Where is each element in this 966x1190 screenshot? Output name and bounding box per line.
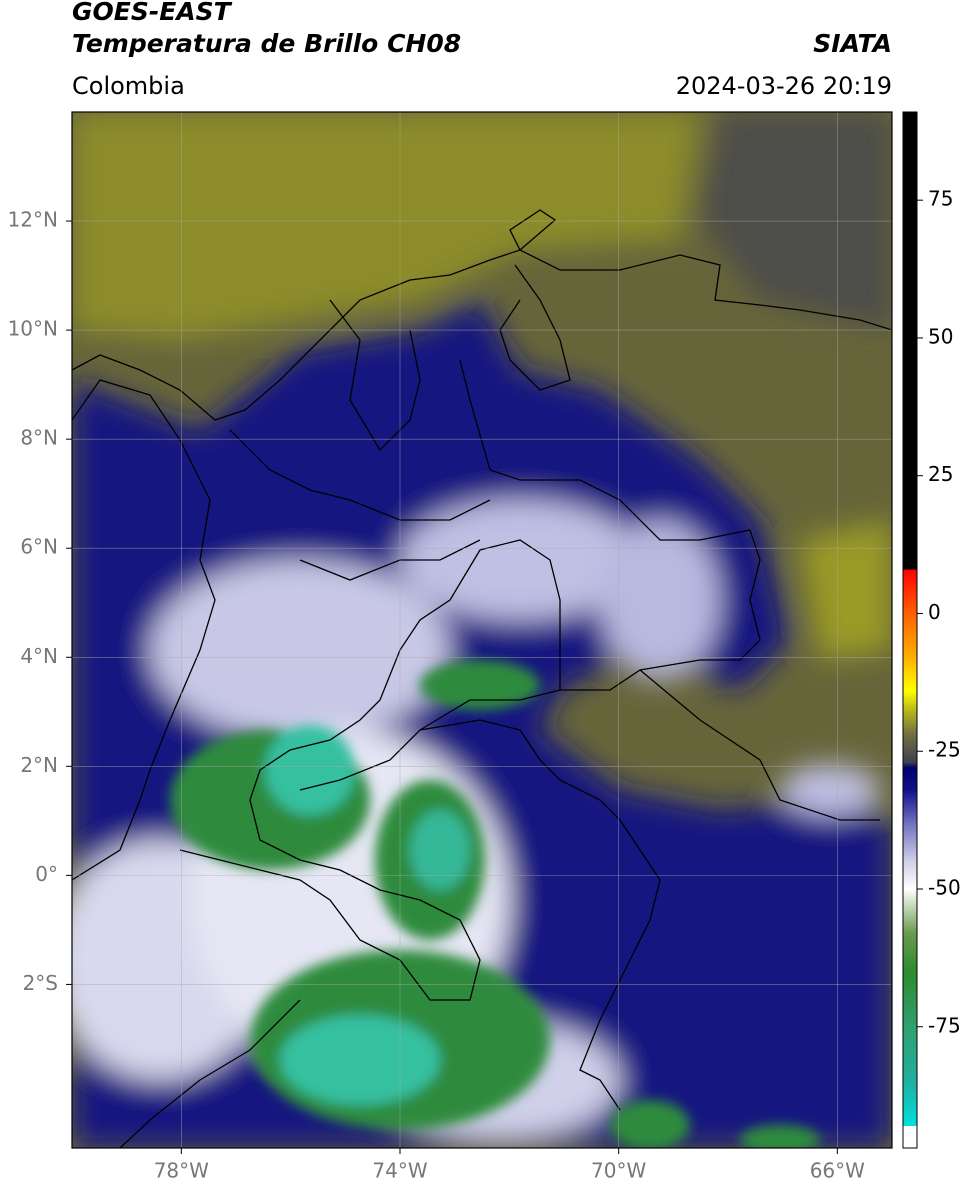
y-tick-label: 6°N: [20, 535, 58, 559]
y-tick-label: 12°N: [8, 208, 58, 232]
y-tick-label: 2°S: [23, 971, 58, 995]
grid: [72, 112, 892, 1148]
colorbar: [902, 111, 918, 1149]
colorbar-tick-label: 75: [928, 187, 953, 211]
y-tick-label: 10°N: [8, 317, 58, 341]
region: Colombia: [72, 72, 185, 100]
subtitle: Temperatura de Brillo CH08: [72, 29, 461, 58]
y-tick-label: 4°N: [20, 644, 58, 668]
map-frame: [71, 111, 893, 1149]
y-tick-label: 0°: [35, 862, 58, 886]
satellite-image: [72, 112, 892, 1148]
x-tick-label: 78°W: [154, 1159, 209, 1183]
y-tick-label: 8°N: [20, 426, 58, 450]
y-tick-label: 2°N: [20, 753, 58, 777]
colorbar-tick-label: -75: [928, 1013, 961, 1037]
colorbar-tick-label: -25: [928, 738, 961, 762]
coastlines: [72, 209, 892, 1148]
colorbar-tick-label: 0: [928, 600, 941, 624]
source: SIATA: [813, 29, 892, 58]
title: GOES-EAST: [72, 0, 233, 26]
x-tick-label: 74°W: [372, 1159, 427, 1183]
colorbar-tick-label: 25: [928, 462, 953, 486]
colorbar-tick-label: -50: [928, 876, 961, 900]
datetime: 2024-03-26 20:19: [676, 72, 892, 100]
x-tick-label: 66°W: [810, 1159, 865, 1183]
x-tick-label: 70°W: [591, 1159, 646, 1183]
colorbar-tick-label: 50: [928, 324, 953, 348]
